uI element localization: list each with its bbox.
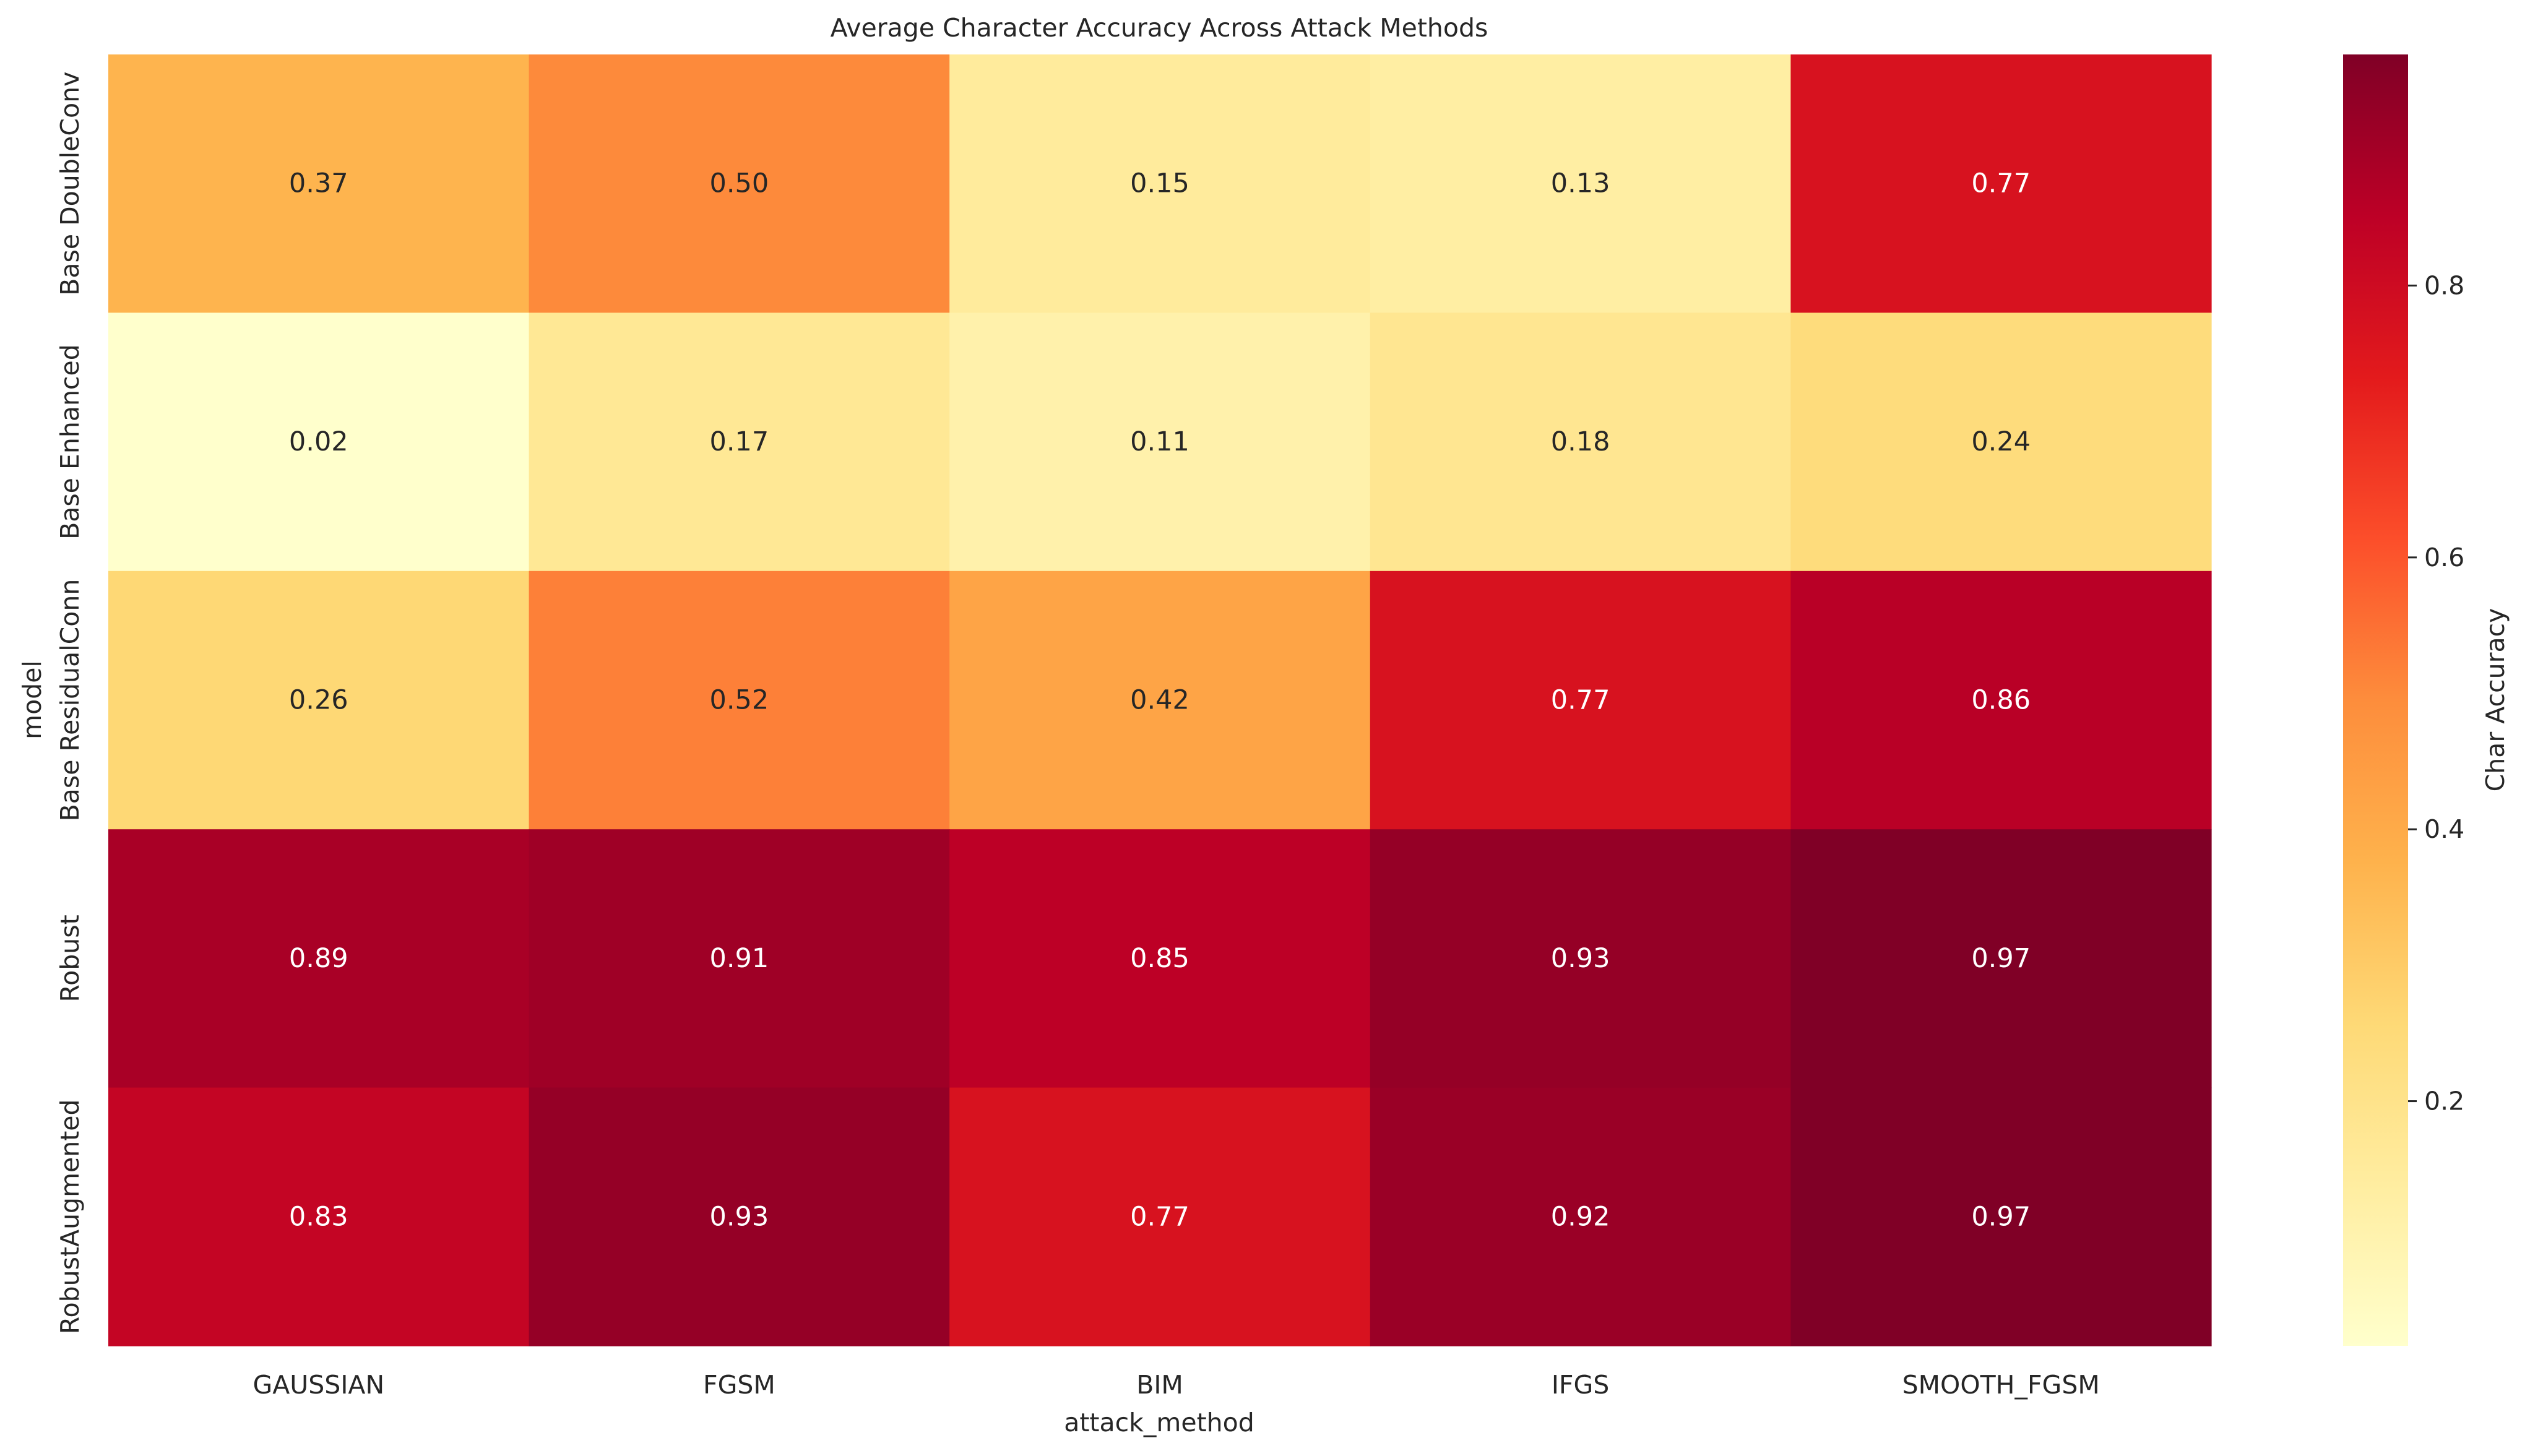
heatmap-cell	[108, 571, 530, 830]
cell-value-label: 0.93	[1551, 943, 1610, 974]
cell-value-label: 0.97	[1971, 1201, 2031, 1232]
heatmap-cell	[949, 312, 1371, 572]
colorbar: 0.2 0.4 0.6 0.8 Char Accuracy	[2343, 54, 2510, 1346]
cell-value-label: 0.37	[289, 168, 348, 199]
x-tick-label: FGSM	[703, 1370, 775, 1400]
y-tick-label: Robust	[55, 915, 85, 1002]
heatmap-cell	[108, 1087, 530, 1346]
cell-value-label: 0.11	[1130, 426, 1189, 457]
heatmap-cell	[1370, 54, 1791, 313]
y-axis-tick-labels: Base DoubleConv Base Enhanced Base Residua…	[55, 72, 85, 1335]
heatmap-cell	[1370, 312, 1791, 572]
cell-value-label: 0.89	[289, 943, 348, 974]
x-tick-label: BIM	[1136, 1370, 1183, 1400]
y-axis-label: model	[17, 660, 47, 739]
colorbar-tick-label: 0.2	[2424, 1087, 2464, 1116]
y-tick-label: Base DoubleConv	[55, 72, 85, 296]
cell-value-label: 0.24	[1971, 426, 2031, 457]
heatmap-cell	[949, 571, 1371, 830]
cell-value-label: 0.17	[710, 426, 769, 457]
cell-value-label: 0.77	[1551, 685, 1610, 716]
heatmap-cell	[1790, 1087, 2212, 1346]
heatmap-cell	[1790, 829, 2212, 1088]
cell-value-label: 0.97	[1971, 943, 2031, 974]
heatmap-cell	[529, 571, 950, 830]
x-tick-label: GAUSSIAN	[253, 1370, 384, 1400]
colorbar-ticks: 0.2 0.4 0.6 0.8	[2408, 270, 2464, 1116]
cell-value-label: 0.93	[710, 1201, 769, 1232]
x-axis-label: attack_method	[1064, 1408, 1254, 1437]
heatmap-cell	[949, 54, 1371, 313]
heatmap-cell	[529, 1087, 950, 1346]
heatmap-cell	[1790, 54, 2212, 313]
cell-value-label: 0.92	[1551, 1201, 1610, 1232]
heatmap-cell	[529, 312, 950, 572]
heatmap-cell	[1790, 571, 2212, 830]
cell-value-label: 0.50	[710, 168, 769, 199]
x-tick-label: IFGS	[1552, 1370, 1609, 1400]
colorbar-tick-label: 0.4	[2424, 814, 2464, 844]
colorbar-gradient	[2343, 54, 2408, 1346]
heatmap-cell	[529, 829, 950, 1088]
y-tick-label: RobustAugmented	[55, 1099, 85, 1334]
cell-value-label: 0.86	[1971, 685, 2031, 716]
heatmap-cell	[1370, 571, 1791, 830]
heatmap-cells	[108, 54, 2212, 1346]
cell-value-label: 0.26	[289, 685, 348, 716]
colorbar-tick-label: 0.8	[2424, 270, 2464, 300]
heatmap-cell	[108, 54, 530, 313]
cell-value-label: 0.52	[710, 685, 769, 716]
colorbar-label: Char Accuracy	[2480, 608, 2510, 792]
heatmap-cell	[949, 829, 1371, 1088]
chart-title: Average Character Accuracy Across Attack…	[831, 13, 1488, 43]
heatmap-cell	[108, 829, 530, 1088]
cell-value-label: 0.02	[289, 426, 348, 457]
cell-value-label: 0.83	[289, 1201, 348, 1232]
heatmap-cell	[529, 54, 950, 313]
y-tick-label: Base ResidualConn	[55, 579, 85, 822]
heatmap-cell	[949, 1087, 1371, 1346]
heatmap-cell	[1790, 312, 2212, 572]
cell-value-label: 0.18	[1551, 426, 1610, 457]
heatmap-cell-labels: 0.37 0.50 0.15 0.13 0.77 0.02 0.17 0.11 0.18 0.24…	[289, 168, 2031, 1233]
cell-value-label: 0.91	[710, 943, 769, 974]
cell-value-label: 0.15	[1130, 168, 1189, 199]
x-axis-tick-labels: GAUSSIAN FGSM BIM IFGS SMOOTH_FGSM	[253, 1370, 2099, 1400]
cell-value-label: 0.85	[1130, 943, 1189, 974]
y-tick-label: Base Enhanced	[55, 344, 85, 540]
colorbar-tick-label: 0.6	[2424, 543, 2464, 572]
cell-value-label: 0.13	[1551, 168, 1610, 199]
heatmap-cell	[108, 312, 530, 572]
x-tick-label: SMOOTH_FGSM	[1902, 1370, 2100, 1400]
heatmap-cell	[1370, 1087, 1791, 1346]
cell-value-label: 0.42	[1130, 685, 1189, 716]
cell-value-label: 0.77	[1971, 168, 2031, 199]
cell-value-label: 0.77	[1130, 1201, 1189, 1232]
heatmap-cell	[1370, 829, 1791, 1088]
